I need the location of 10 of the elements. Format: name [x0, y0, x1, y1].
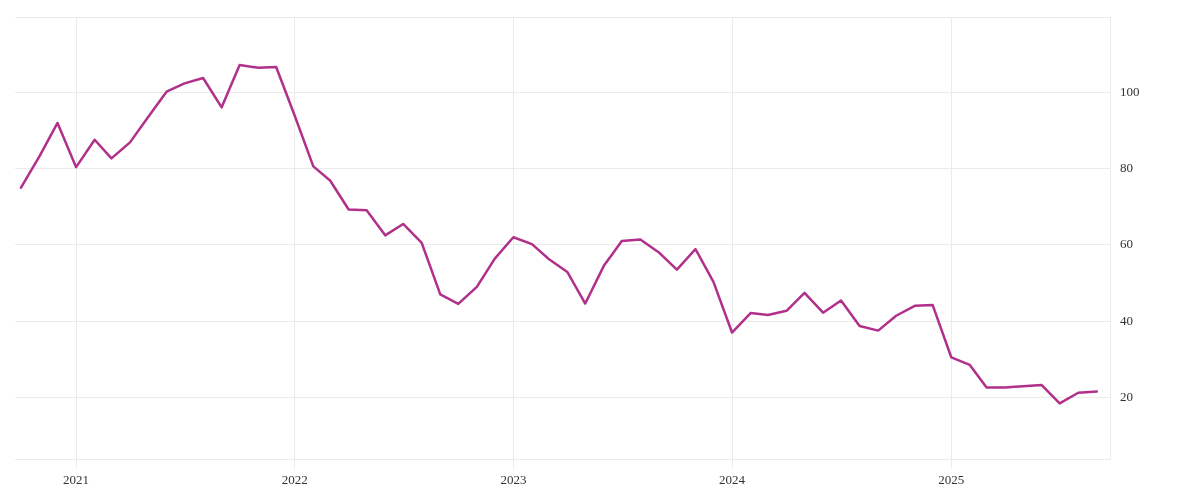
y-tick-label: 20 [1120, 388, 1133, 404]
y-tick-label: 60 [1120, 236, 1133, 252]
x-tick-label: 2024 [719, 471, 746, 487]
x-tick-label: 2025 [938, 471, 965, 487]
y-tick-label: 80 [1120, 160, 1133, 176]
x-tick-label: 2023 [500, 471, 527, 487]
x-tick-label: 2021 [63, 471, 90, 487]
y-tick-label: 100 [1120, 83, 1140, 99]
x-tick-label: 2022 [281, 471, 308, 487]
y-tick-label: 40 [1120, 312, 1133, 328]
